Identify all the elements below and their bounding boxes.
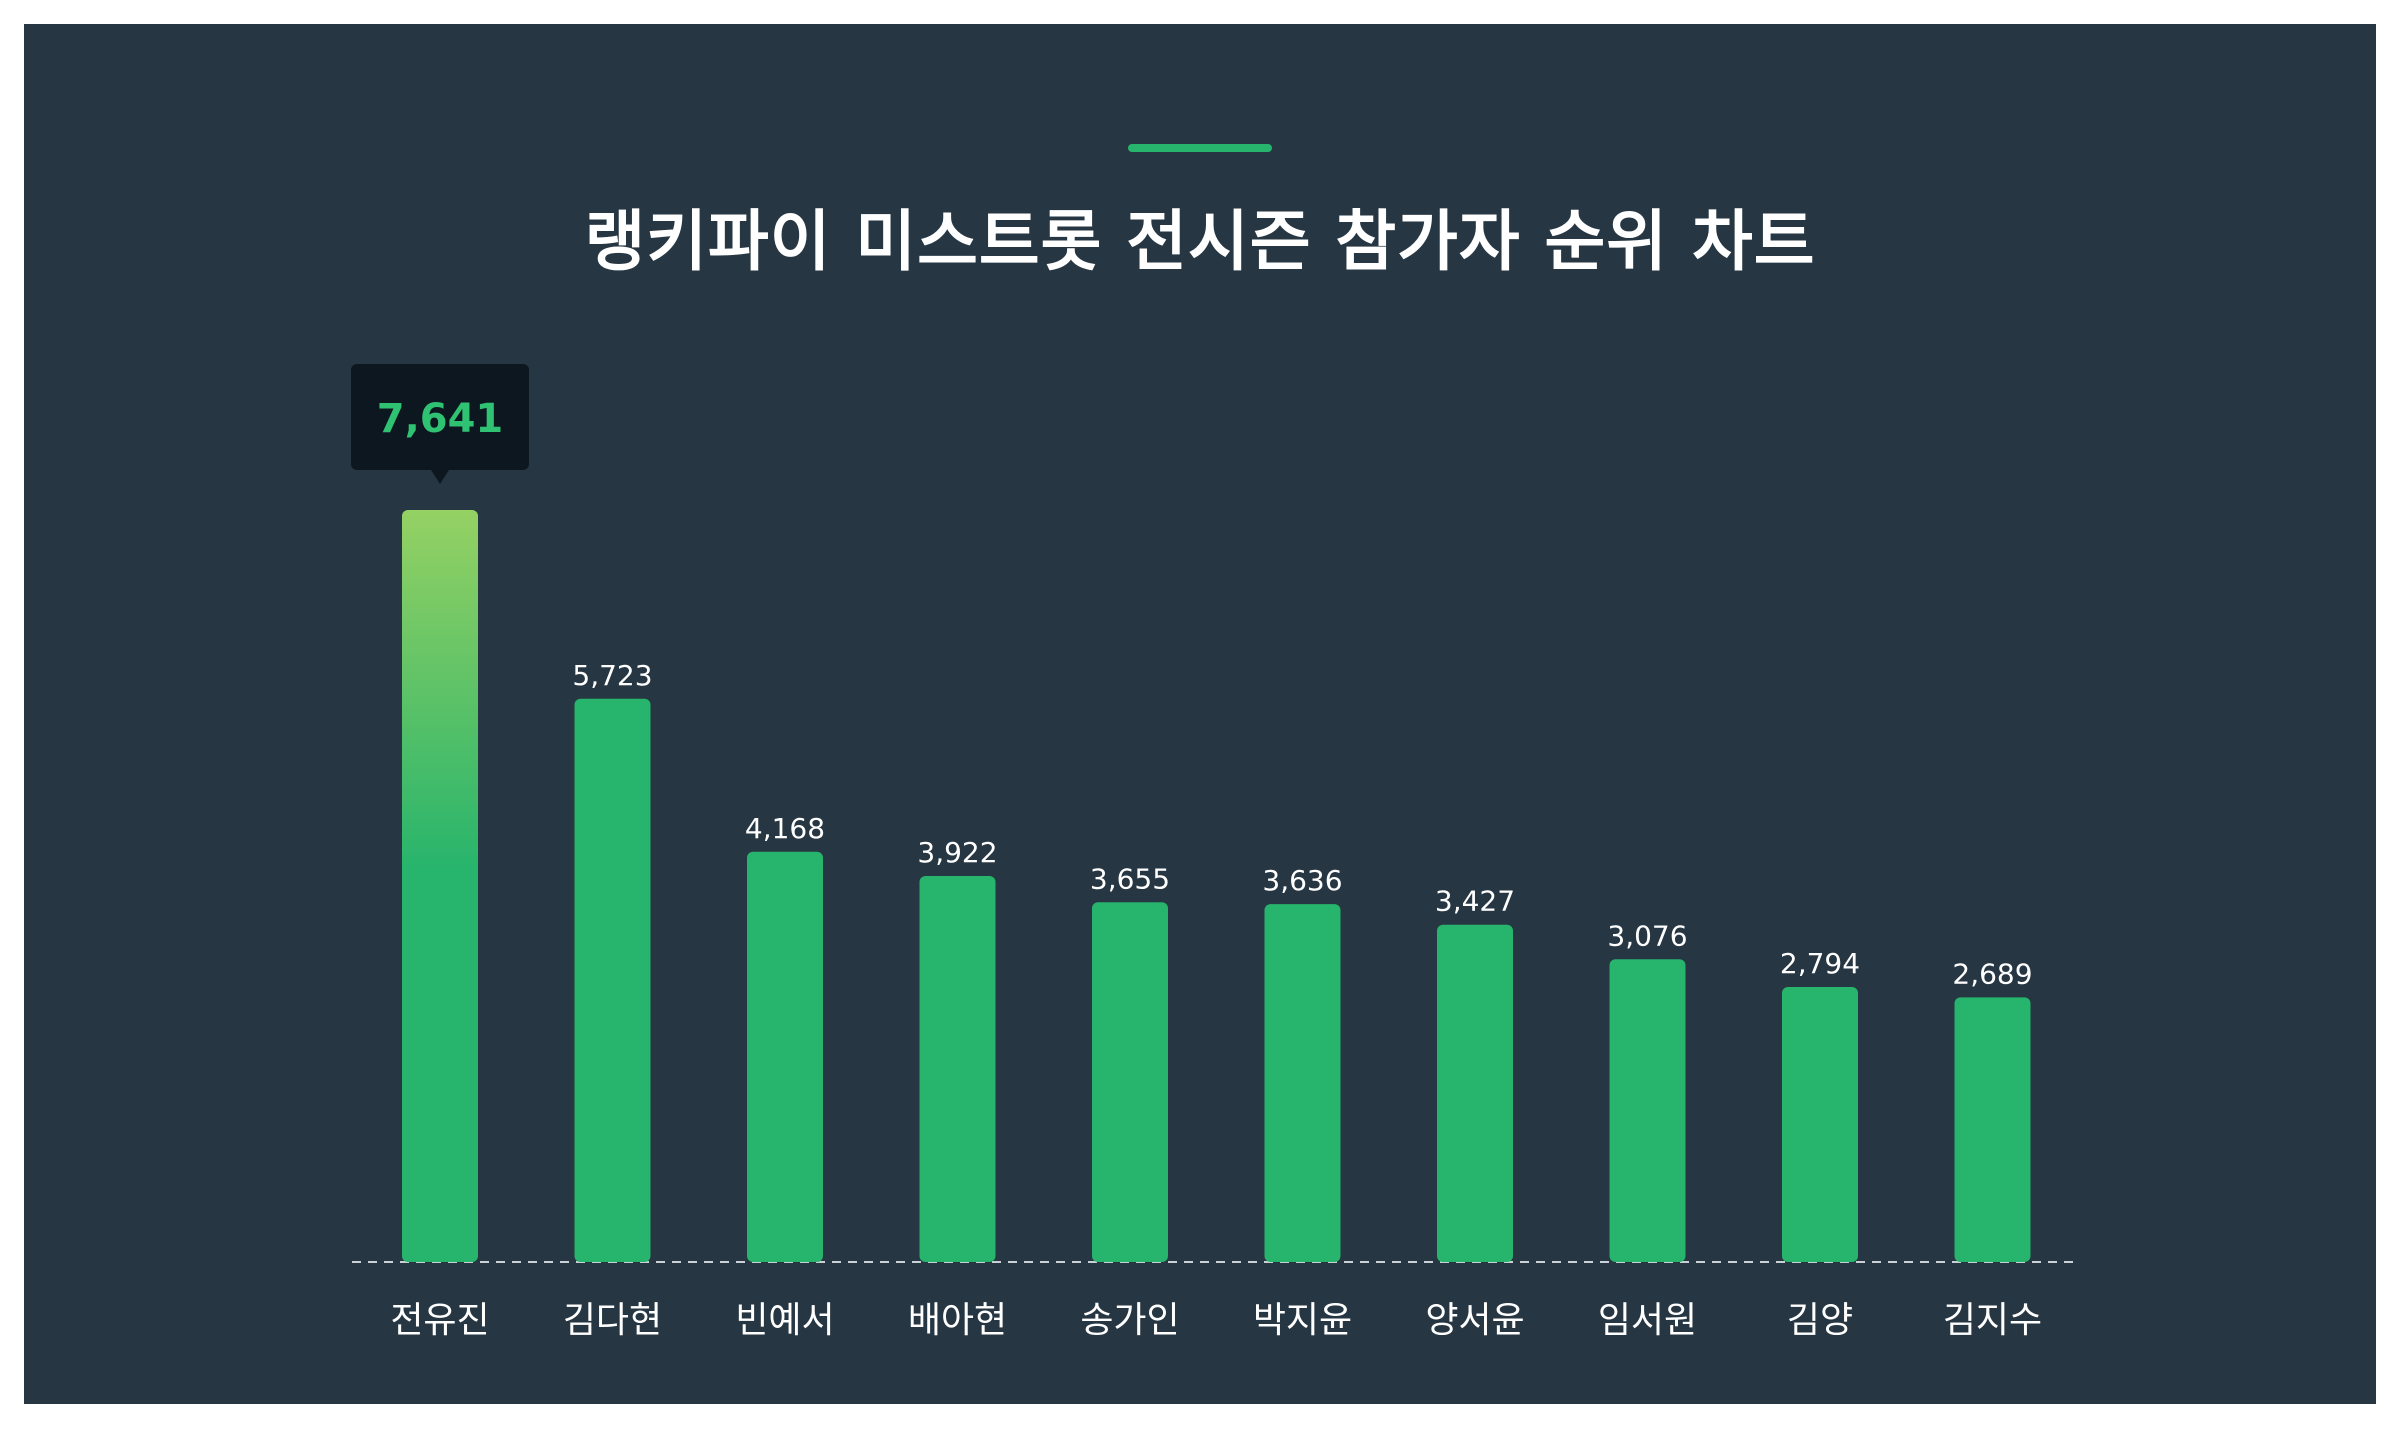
tooltip-pointer: [431, 470, 449, 484]
bar-박지윤[interactable]: [1264, 904, 1341, 1262]
bar-value-label: 3,922: [917, 836, 997, 869]
x-tick-label: 양서윤: [1425, 1300, 1524, 1341]
bar-value-label: 2,794: [1780, 947, 1860, 980]
bar-김지수[interactable]: [1954, 997, 2031, 1262]
bar-빈예서[interactable]: [747, 851, 823, 1262]
title-accent-line: [1128, 144, 1272, 152]
bar-value-label: 3,076: [1607, 919, 1687, 952]
x-tick-label: 임서원: [1598, 1300, 1697, 1341]
x-tick-label: 박지윤: [1253, 1300, 1352, 1341]
bar-김양[interactable]: [1782, 987, 1858, 1262]
x-tick-label: 배아현: [908, 1300, 1007, 1341]
tooltip-value: 7,641: [377, 396, 504, 442]
highlight-tooltip: 7,641: [351, 364, 529, 484]
bar-임서원[interactable]: [1609, 959, 1686, 1262]
bar-value-label: 5,723: [572, 659, 652, 692]
bar-value-label: 3,427: [1435, 885, 1515, 918]
bar-김다현[interactable]: [574, 698, 651, 1262]
bar-전유진[interactable]: [402, 510, 478, 1262]
x-tick-label: 송가인: [1080, 1300, 1179, 1341]
x-tick-label: 빈예서: [735, 1300, 834, 1341]
bar-value-label: 2,689: [1952, 957, 2032, 990]
bar-value-label: 3,655: [1090, 862, 1170, 895]
bar-value-label: 3,636: [1262, 864, 1342, 897]
x-tick-label: 김양: [1787, 1300, 1853, 1341]
bar-송가인[interactable]: [1092, 902, 1168, 1262]
chart-title: 랭키파이 미스트롯 전시즌 참가자 순위 차트: [584, 203, 1816, 280]
bar-value-label: 4,168: [745, 812, 825, 845]
x-tick-label: 전유진: [390, 1300, 489, 1341]
x-tick-label: 김지수: [1943, 1300, 2042, 1341]
bar-배아현[interactable]: [919, 876, 996, 1262]
x-tick-label: 김다현: [563, 1300, 662, 1341]
tooltip-box: [351, 364, 529, 470]
bar-양서윤[interactable]: [1437, 924, 1513, 1262]
